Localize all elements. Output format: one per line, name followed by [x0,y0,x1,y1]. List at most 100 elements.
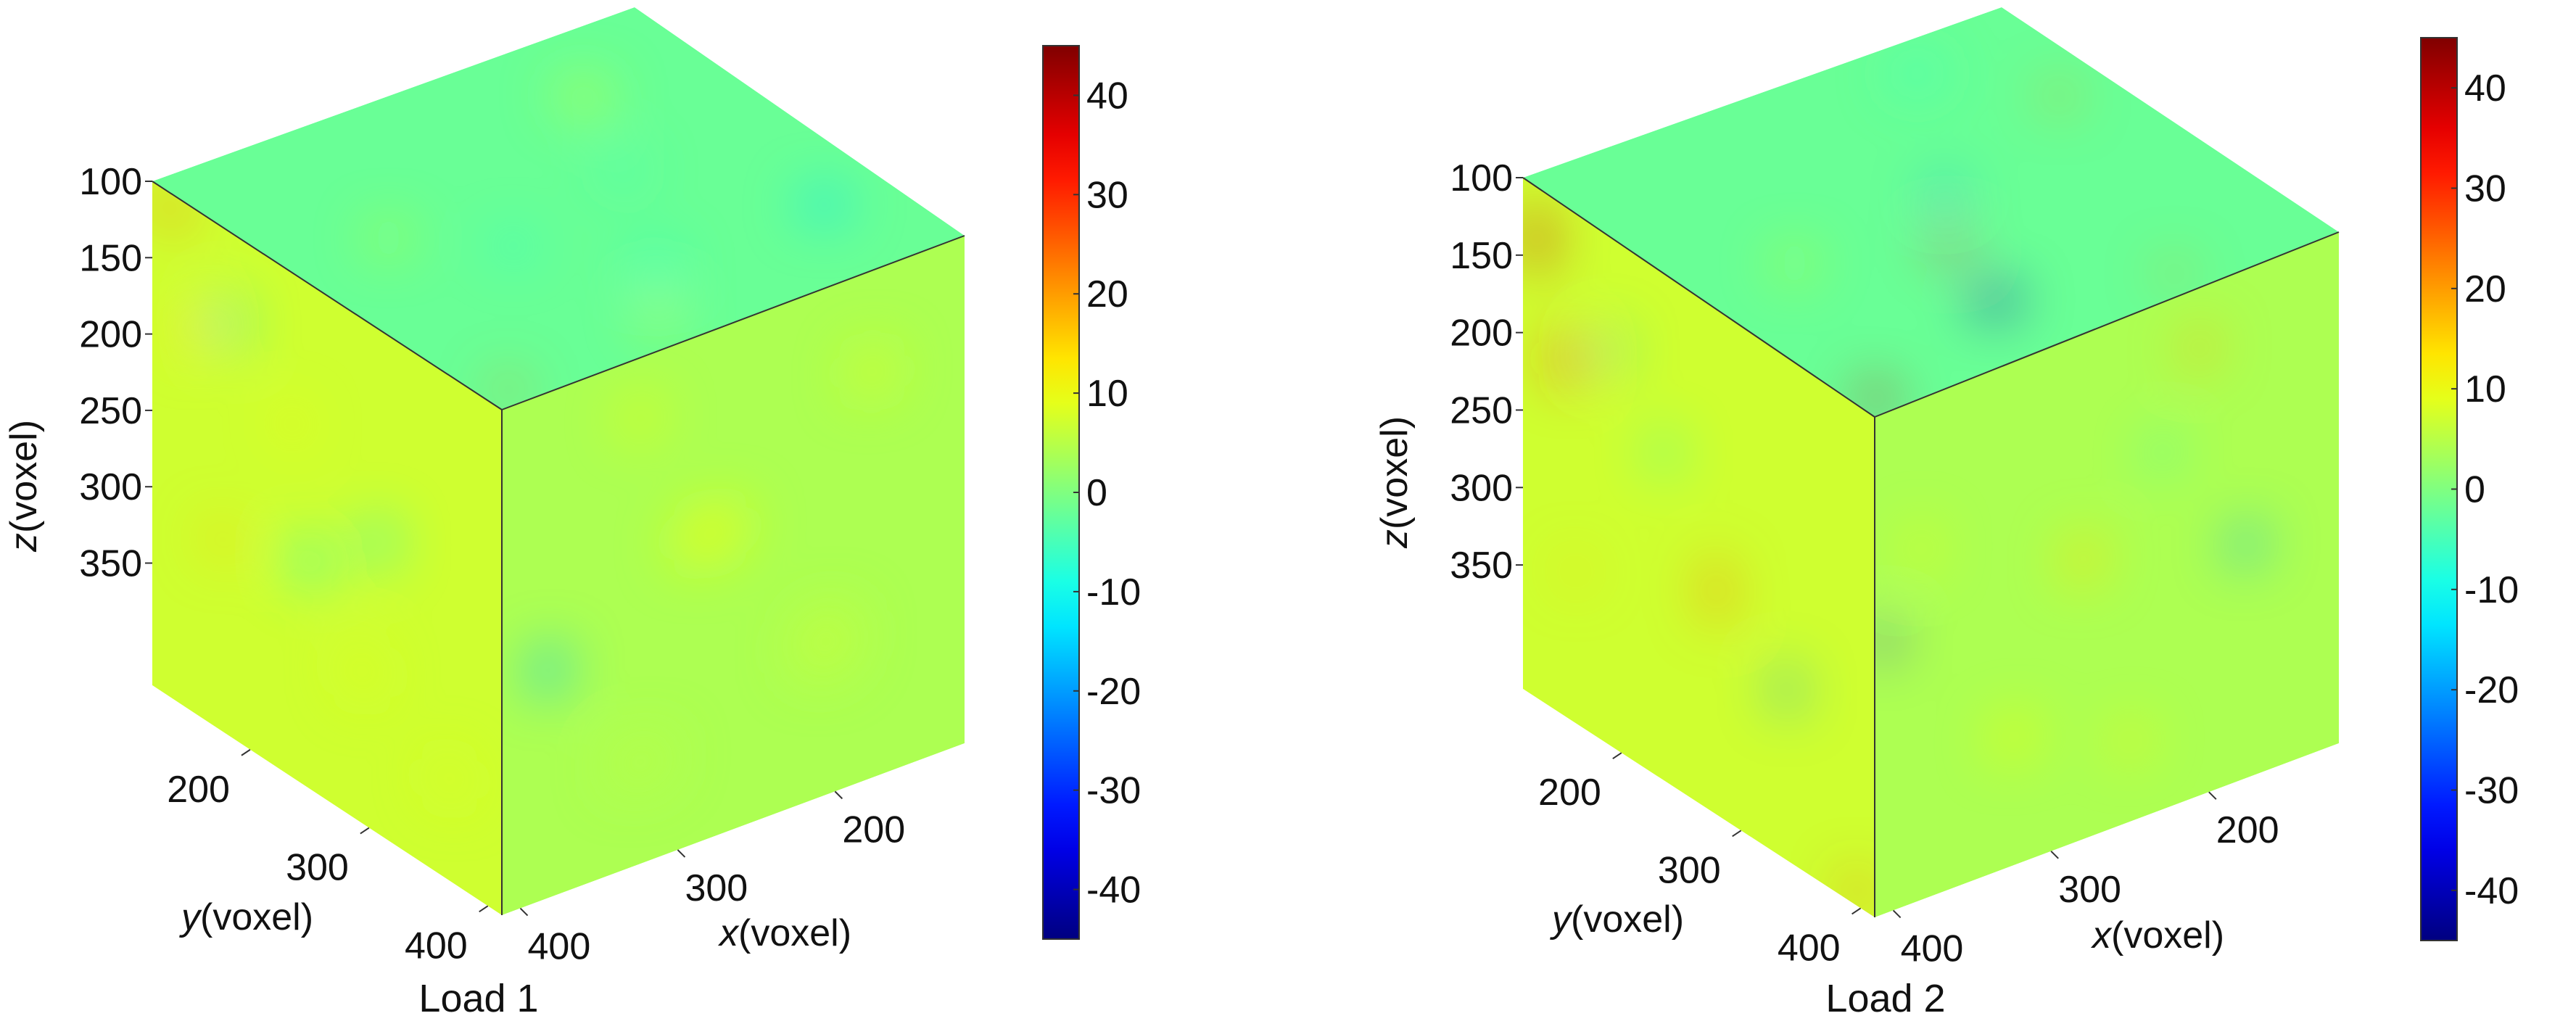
z-axis-label: z(voxel) [1374,416,1416,549]
left-hotspot-6 [1848,872,1867,909]
left-hotspot-0 [1527,204,1546,272]
y-tick-mark [1852,907,1862,915]
colorbar-tick-label: 40 [1086,75,1128,117]
x-axis-label: x(voxel) [2090,914,2224,956]
right-hotspot-0 [1875,620,1892,656]
colorbar: 40 30 20 10 0 -10 -20 -30 -40 [1042,45,1141,940]
y-tick-mark [1732,830,1742,838]
left-face [1523,178,1875,917]
y-tick-label: 200 [167,769,230,811]
left-hotspot-2 [220,295,239,350]
colorbar-tick-label: -40 [2464,870,2519,912]
left-hotspot-0 [153,191,186,225]
top-face-base [152,7,965,410]
cube-edges [152,181,965,915]
top-hotspot-3 [497,237,530,255]
y-tick-mark [360,827,370,835]
y-axis: 200 300 400 y(voxel) [167,748,489,967]
right-hotspot-4 [795,607,856,677]
left-hotspot-3 [283,405,302,442]
colorbar-tick-label: 30 [2464,168,2506,210]
x-tick-label: 400 [528,926,591,968]
top-hotspot-3 [1925,183,1964,200]
right-hotspot-2 [673,504,747,563]
top-face-base [1523,7,2339,417]
z-tick-label: 100 [79,161,142,203]
right-hotspot-1 [1911,526,1931,571]
colorbar-gradient [2420,37,2458,941]
z-tick-label: 200 [1450,313,1513,355]
panel-caption: Load 2 [1825,977,1945,1020]
y-axis-var: y [179,896,202,938]
cube-edges [1522,177,2340,917]
panel-load-1: 100150200250300350z(voxel)200300400y(vox… [3,7,1141,1020]
x-tick-label: 200 [842,809,905,851]
right-face [502,236,965,915]
z-tick-label: 250 [79,390,142,432]
y-tick-label: 300 [286,847,349,889]
x-axis-unit: (voxel) [2111,914,2224,956]
z-tick-label: 150 [1450,235,1513,277]
colorbar-tick-label: -40 [1086,869,1141,912]
y-tick-label: 400 [1778,927,1841,969]
x-axis-label: x(voxel) [717,912,851,954]
right-hotspot-3 [2152,439,2173,466]
top-face [1523,7,2339,417]
left-hotspot-8 [291,536,329,587]
left-hotspot-5 [368,518,391,565]
colorbar-tick-label: -30 [1086,770,1141,812]
right-face-base [1875,232,2339,917]
top-hotspot-1 [1973,290,2019,312]
colorbar: 40 30 20 10 0 -10 -20 -30 -40 [2420,37,2519,941]
z-tick-label: 350 [79,543,142,585]
x-tick-label: 300 [685,867,748,909]
y-tick-mark [1612,752,1622,760]
top-hotspot-5 [603,161,643,181]
y-axis-unit: (voxel) [1571,898,1684,941]
colorbar-tick-label: 10 [2464,368,2506,410]
colorbar-tick-label: -10 [2464,569,2519,611]
z-axis-unit: (voxel) [1374,416,1416,529]
x-axis: 400 300 200 x(voxel) [1892,791,2279,970]
y-axis-label: y(voxel) [1550,898,1684,941]
colorbar-tick-label: 30 [1086,174,1128,216]
left-hotspot-7 [1654,434,1673,471]
z-axis-var: z [1374,529,1416,549]
y-tick-label: 400 [405,925,468,967]
y-tick-mark [479,905,489,913]
x-axis-var: x [717,912,740,954]
x-axis-var: x [2090,914,2113,956]
x-tick-label: 200 [2216,809,2279,851]
y-axis-var: y [1550,898,1573,941]
z-tick-label: 300 [1450,467,1513,509]
left-face [152,181,502,915]
z-tick-label: 200 [79,314,142,356]
colorbar-tick-label: 20 [1086,273,1128,315]
left-face-base [152,181,502,915]
top-hotspot-0 [492,381,525,398]
x-axis: 400 300 200 x(voxel) [519,790,905,968]
colorbar-tick-label: -20 [2464,669,2519,711]
x-axis-unit: (voxel) [738,912,851,954]
top-hotspot-0 [1857,387,1896,409]
top-hotspot-7 [1891,61,1943,86]
colorbar-tick-label: 10 [1086,373,1128,415]
x-tick-mark [519,907,529,917]
z-axis: 100 150 200 250 300 350 z(voxel) [3,161,152,585]
left-hotspot-4 [1778,666,1796,712]
y-axis: 200 300 400 y(voxel) [1538,752,1862,969]
z-axis-unit: (voxel) [3,420,45,533]
right-hotspot-3 [851,348,893,395]
right-hotspot-1 [532,648,565,693]
colorbar-tick-label: 0 [2464,469,2485,511]
colorbar-tick-label: 20 [2464,268,2506,310]
y-tick-label: 300 [1658,849,1721,891]
left-hotspot-5 [1566,557,1585,586]
colorbar-gradient [1042,45,1080,940]
x-tick-mark [2050,851,2059,859]
z-tick-label: 300 [79,466,142,508]
x-tick-mark [1892,909,1902,919]
z-tick-label: 350 [1450,545,1513,587]
top-hotspot-1 [640,307,680,328]
z-axis-label: z(voxel) [3,420,45,553]
